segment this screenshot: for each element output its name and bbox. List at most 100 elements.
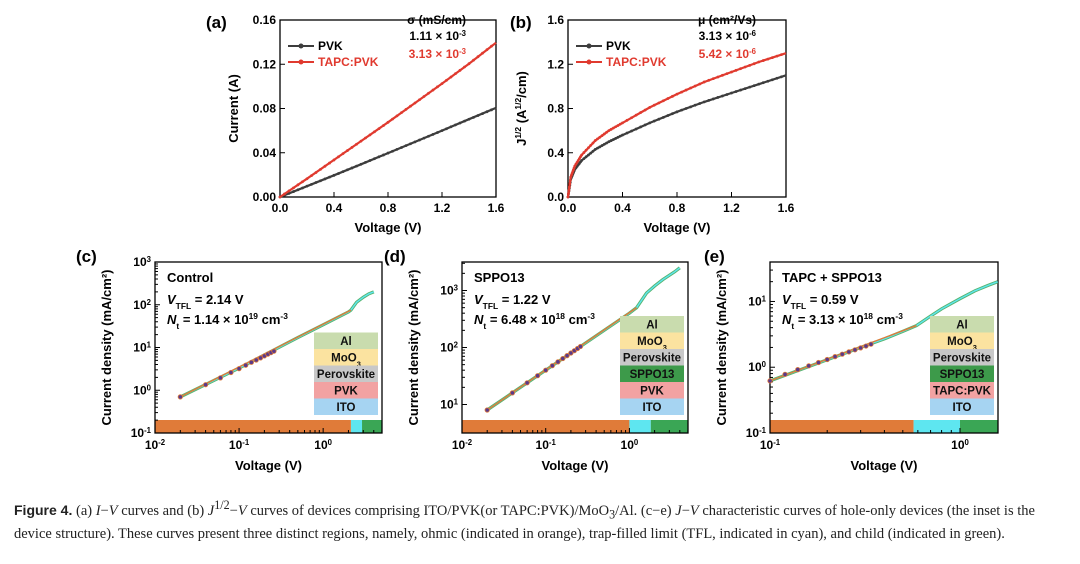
figure-caption: Figure 4. (a) I−V curves and (b) J1/2−V … (14, 496, 1069, 545)
device-layer-layer_perov (620, 349, 684, 366)
series-point-b-pvk (614, 136, 618, 140)
text-part: -6 (749, 29, 757, 38)
data-point-e (858, 345, 864, 351)
text-part: = 2.14 V (191, 292, 244, 307)
data-point-d (509, 390, 515, 396)
panel-label-a: (a) (206, 13, 227, 32)
device-layer-label: SPPO13 (630, 369, 675, 381)
data-point-d (564, 353, 570, 359)
text-part: TFL (791, 301, 806, 311)
device-layer-label: PVK (640, 386, 664, 398)
series-point-a-pvk (292, 190, 295, 193)
text-part: 10 (760, 438, 774, 452)
x-tick-label-a: 0.8 (380, 201, 397, 215)
series-point-b-pvk (734, 90, 738, 93)
caption-label: Figure 4. (14, 501, 73, 518)
series-point-a-tapc (328, 161, 331, 165)
y-tick-label-c: 10-1 (131, 426, 152, 441)
data-point-e (846, 349, 852, 355)
text-part: = 3.13 × 10 (794, 312, 863, 327)
text-part: -1 (759, 426, 767, 435)
x-tick-label-c: 100 (314, 438, 332, 453)
y-tick-label-c: 100 (133, 383, 151, 398)
region-bar-tfl (350, 420, 363, 433)
series-point-a-pvk (350, 166, 354, 170)
device-layer-label: Perovskite (623, 353, 681, 365)
data-point-d (534, 373, 541, 379)
series-point-b-pvk (766, 79, 770, 83)
series-point-a-tapc (305, 177, 309, 181)
device-layer-label: SPPO13 (940, 369, 985, 381)
series-point-a-tapc (449, 75, 453, 79)
series-point-a-tapc (319, 167, 322, 171)
series-point-b-tapc (634, 113, 638, 117)
series-point-a-pvk (359, 162, 363, 166)
series-point-a-pvk (341, 170, 345, 174)
text-part: 18 (864, 311, 874, 321)
series-point-b-tapc (602, 132, 606, 136)
text-part: 10 (145, 438, 159, 452)
series-point-a-pvk (418, 138, 421, 142)
device-layer-label: ITO (337, 402, 356, 414)
series-point-a-tapc (377, 127, 381, 130)
device-layer-label: Perovskite (933, 353, 991, 365)
series-point-b-tapc (567, 192, 570, 196)
data-point-d (524, 380, 530, 386)
series-point-b-tapc (616, 124, 620, 127)
series-point-a-pvk (368, 159, 372, 162)
series-point-b-tapc (596, 137, 599, 141)
series-point-b-pvk (716, 96, 720, 99)
x-tick-label-d: 100 (621, 438, 639, 453)
series-point-b-pvk (698, 102, 702, 105)
series-point-b-pvk (593, 148, 597, 151)
data-point-d (568, 350, 574, 356)
series-point-b-tapc (593, 139, 597, 142)
x-tick-label-c: 10-1 (229, 438, 250, 453)
series-point-b-pvk (671, 112, 674, 116)
series-point-a-pvk (314, 181, 318, 184)
series-point-a-tapc (332, 158, 336, 162)
series-point-b-tapc (684, 88, 688, 92)
data-point-c (236, 366, 242, 372)
series-point-b-tapc (652, 103, 656, 107)
series-point-b-pvk (607, 140, 611, 144)
text-part: cm (873, 312, 895, 327)
series-point-a-tapc (283, 192, 286, 196)
series-point-a-pvk (373, 157, 376, 161)
series-point-b-tapc (607, 129, 611, 133)
series-point-b-tapc (734, 68, 738, 72)
series-point-a-pvk (485, 110, 489, 114)
series-point-b-pvk (621, 133, 624, 137)
device-layer-layer_ito (314, 398, 378, 415)
series-point-b-pvk (721, 94, 724, 98)
text-part: t (791, 321, 794, 331)
text-part: -2 (465, 438, 473, 447)
y-tick-label-e: 100 (748, 360, 766, 375)
figure-canvas: (a)0.0 0.4 0.8 1.2 1.60.000.040.080.120.16Vo… (76, 13, 999, 473)
region-bar-ohmic (462, 420, 630, 433)
x-axis-label-c: Voltage (V) (235, 458, 302, 473)
y-tick-label-a: 0.16 (253, 13, 277, 27)
series-point-b-tapc (675, 92, 679, 96)
legend-marker-b (586, 59, 592, 65)
text-part: 3 (663, 343, 667, 352)
series-point-b-tapc (621, 121, 624, 125)
series-point-b-pvk (580, 159, 584, 162)
panel-label-e: (e) (704, 247, 725, 266)
region-bar-ohmic (770, 420, 914, 433)
data-point-e (767, 378, 773, 384)
device-layer-layer_perov (314, 365, 378, 382)
device-layer-label: Al (340, 336, 352, 348)
legend-marker-a (298, 43, 304, 49)
text-part: -6 (749, 47, 757, 56)
series-point-a-pvk (436, 131, 439, 134)
caption-italic: J (207, 502, 215, 519)
y-tick-label-d: 101 (440, 397, 458, 412)
text-part: = 0.59 V (806, 292, 859, 307)
device-layer-label: Perovskite (317, 369, 375, 381)
region-bar-tfl (629, 420, 651, 433)
x-tick-label-d: 10-1 (536, 438, 557, 453)
text-part: 1.11 × 10 (409, 29, 459, 43)
series-point-b-tapc (600, 134, 604, 138)
series-point-a-pvk (413, 140, 417, 144)
